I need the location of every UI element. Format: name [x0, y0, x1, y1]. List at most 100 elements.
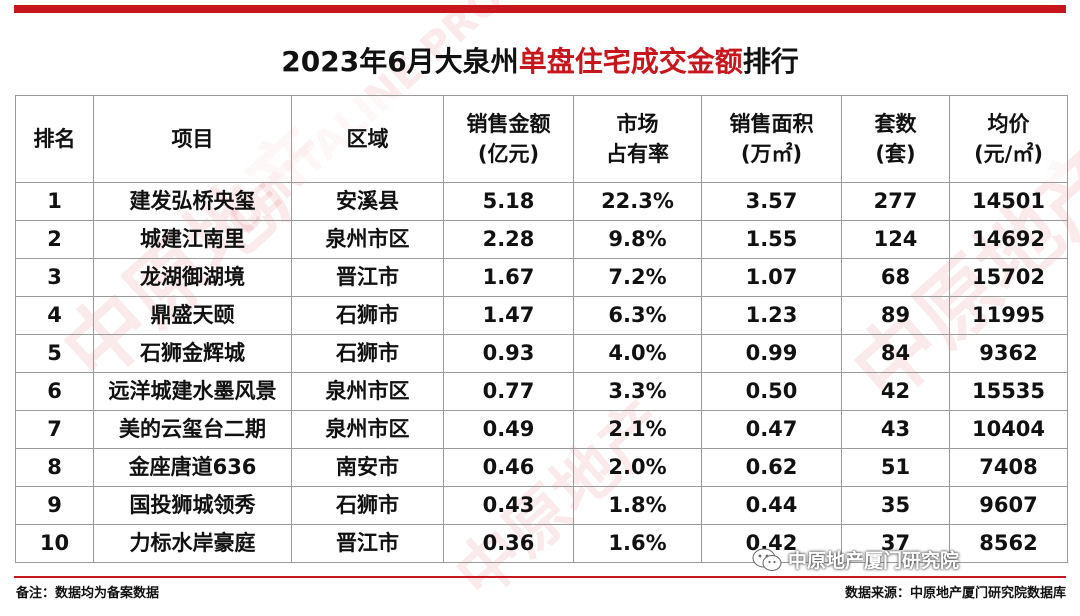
cell-rank: 8 [15, 448, 94, 487]
page-title: 2023年6月大泉州单盘住宅成交金额排行 [0, 38, 1080, 86]
cell-rank: 10 [15, 524, 94, 563]
cell-area: 0.99 [701, 334, 842, 373]
cell-units: 43 [841, 410, 950, 449]
header-project: 项目 [93, 95, 292, 183]
cell-amount: 0.77 [443, 372, 574, 411]
cell-price: 11995 [949, 296, 1068, 335]
header-region: 区域 [291, 95, 444, 183]
cell-region: 晋江市 [291, 524, 444, 563]
title-prefix: 2023年6月大泉州 [281, 45, 519, 78]
table-row: 8 金座唐道636 南安市 0.46 2.0% 0.62 51 7408 [15, 448, 1068, 487]
header-rank: 排名 [15, 95, 94, 183]
cell-region: 泉州市区 [291, 372, 444, 411]
cell-amount: 0.46 [443, 448, 574, 487]
cell-rank: 4 [15, 296, 94, 335]
cell-project: 力标水岸豪庭 [93, 524, 292, 563]
footer-note: 备注：数据均为备案数据 [16, 586, 160, 601]
cell-project: 美的云玺台二期 [93, 410, 292, 449]
title-highlight: 单盘住宅成交金额 [518, 45, 743, 78]
cell-project: 龙湖御湖境 [93, 258, 292, 297]
cell-amount: 0.93 [443, 334, 574, 373]
cell-project: 城建江南里 [93, 220, 292, 259]
cell-amount: 5.18 [443, 182, 574, 221]
cell-rank: 1 [15, 182, 94, 221]
cell-region: 晋江市 [291, 258, 444, 297]
table-row: 5 石狮金辉城 石狮市 0.93 4.0% 0.99 84 9362 [15, 334, 1068, 373]
cell-share: 4.0% [573, 334, 702, 373]
cell-rank: 9 [15, 486, 94, 525]
cell-amount: 1.47 [443, 296, 574, 335]
cell-amount: 2.28 [443, 220, 574, 259]
table-row: 4 鼎盛天颐 石狮市 1.47 6.3% 1.23 89 11995 [15, 296, 1068, 335]
cell-units: 37 [841, 524, 950, 563]
cell-units: 277 [841, 182, 950, 221]
table-row: 7 美的云玺台二期 泉州市区 0.49 2.1% 0.47 43 10404 [15, 410, 1068, 449]
cell-area: 1.55 [701, 220, 842, 259]
cell-share: 1.6% [573, 524, 702, 563]
cell-project: 石狮金辉城 [93, 334, 292, 373]
header-area: 销售面积 (万㎡) [701, 95, 842, 183]
cell-area: 1.07 [701, 258, 842, 297]
cell-area: 0.62 [701, 448, 842, 487]
cell-rank: 2 [15, 220, 94, 259]
wechat-badge: 中原地产厦门研究院 [752, 546, 959, 573]
cell-share: 2.0% [573, 448, 702, 487]
cell-amount: 0.49 [443, 410, 574, 449]
cell-share: 7.2% [573, 258, 702, 297]
cell-rank: 3 [15, 258, 94, 297]
table-row: 9 国投狮城领秀 石狮市 0.43 1.8% 0.44 35 9607 [15, 486, 1068, 525]
cell-amount: 0.36 [443, 524, 574, 563]
header-units: 套数 (套) [841, 95, 950, 183]
cell-region: 石狮市 [291, 296, 444, 335]
bottom-divider [14, 576, 1066, 578]
footer-source: 数据来源：中原地产厦门研究院数据库 [844, 586, 1066, 601]
cell-share: 2.1% [573, 410, 702, 449]
cell-project: 金座唐道636 [93, 448, 292, 487]
wechat-account-name: 中原地产厦门研究院 [788, 550, 960, 572]
cell-area: 3.57 [701, 182, 842, 221]
cell-units: 68 [841, 258, 950, 297]
title-suffix: 排行 [742, 45, 799, 78]
table-row: 10 力标水岸豪庭 晋江市 0.36 1.6% 0.42 37 8562 [15, 524, 1068, 563]
cell-share: 6.3% [573, 296, 702, 335]
cell-region: 石狮市 [291, 334, 444, 373]
cell-price: 8562 [949, 524, 1068, 563]
cell-price: 9362 [949, 334, 1068, 373]
cell-price: 10404 [949, 410, 1068, 449]
cell-price: 14501 [949, 182, 1068, 221]
cell-project: 鼎盛天颐 [93, 296, 292, 335]
table-row: 6 远洋城建水墨风景 泉州市区 0.77 3.3% 0.50 42 15535 [15, 372, 1068, 411]
wechat-icon [752, 548, 782, 571]
cell-price: 14692 [949, 220, 1068, 259]
cell-rank: 6 [15, 372, 94, 411]
cell-region: 石狮市 [291, 486, 444, 525]
cell-units: 124 [841, 220, 950, 259]
cell-price: 9607 [949, 486, 1068, 525]
cell-area: 0.47 [701, 410, 842, 449]
cell-project: 远洋城建水墨风景 [93, 372, 292, 411]
cell-region: 泉州市区 [291, 410, 444, 449]
table-row: 2 城建江南里 泉州市区 2.28 9.8% 1.55 124 14692 [15, 220, 1068, 259]
table-row: 3 龙湖御湖境 晋江市 1.67 7.2% 1.07 68 15702 [15, 258, 1068, 297]
table-header-row: 排名 项目 区域 销售金额 (亿元) 市场 占有率 销售面积 (万㎡) 套数 (… [15, 95, 1068, 183]
cell-rank: 5 [15, 334, 94, 373]
cell-amount: 1.67 [443, 258, 574, 297]
cell-units: 51 [841, 448, 950, 487]
cell-project: 建发弘桥央玺 [93, 182, 292, 221]
header-price: 均价 (元/㎡) [949, 95, 1068, 183]
cell-region: 泉州市区 [291, 220, 444, 259]
cell-price: 7408 [949, 448, 1068, 487]
cell-area: 0.50 [701, 372, 842, 411]
cell-price: 15702 [949, 258, 1068, 297]
cell-share: 3.3% [573, 372, 702, 411]
cell-region: 南安市 [291, 448, 444, 487]
cell-share: 9.8% [573, 220, 702, 259]
cell-share: 1.8% [573, 486, 702, 525]
cell-units: 84 [841, 334, 950, 373]
cell-units: 89 [841, 296, 950, 335]
cell-price: 15535 [949, 372, 1068, 411]
cell-area: 0.44 [701, 486, 842, 525]
table-row: 1 建发弘桥央玺 安溪县 5.18 22.3% 3.57 277 14501 [15, 182, 1068, 221]
header-amount: 销售金额 (亿元) [443, 95, 574, 183]
cell-region: 安溪县 [291, 182, 444, 221]
